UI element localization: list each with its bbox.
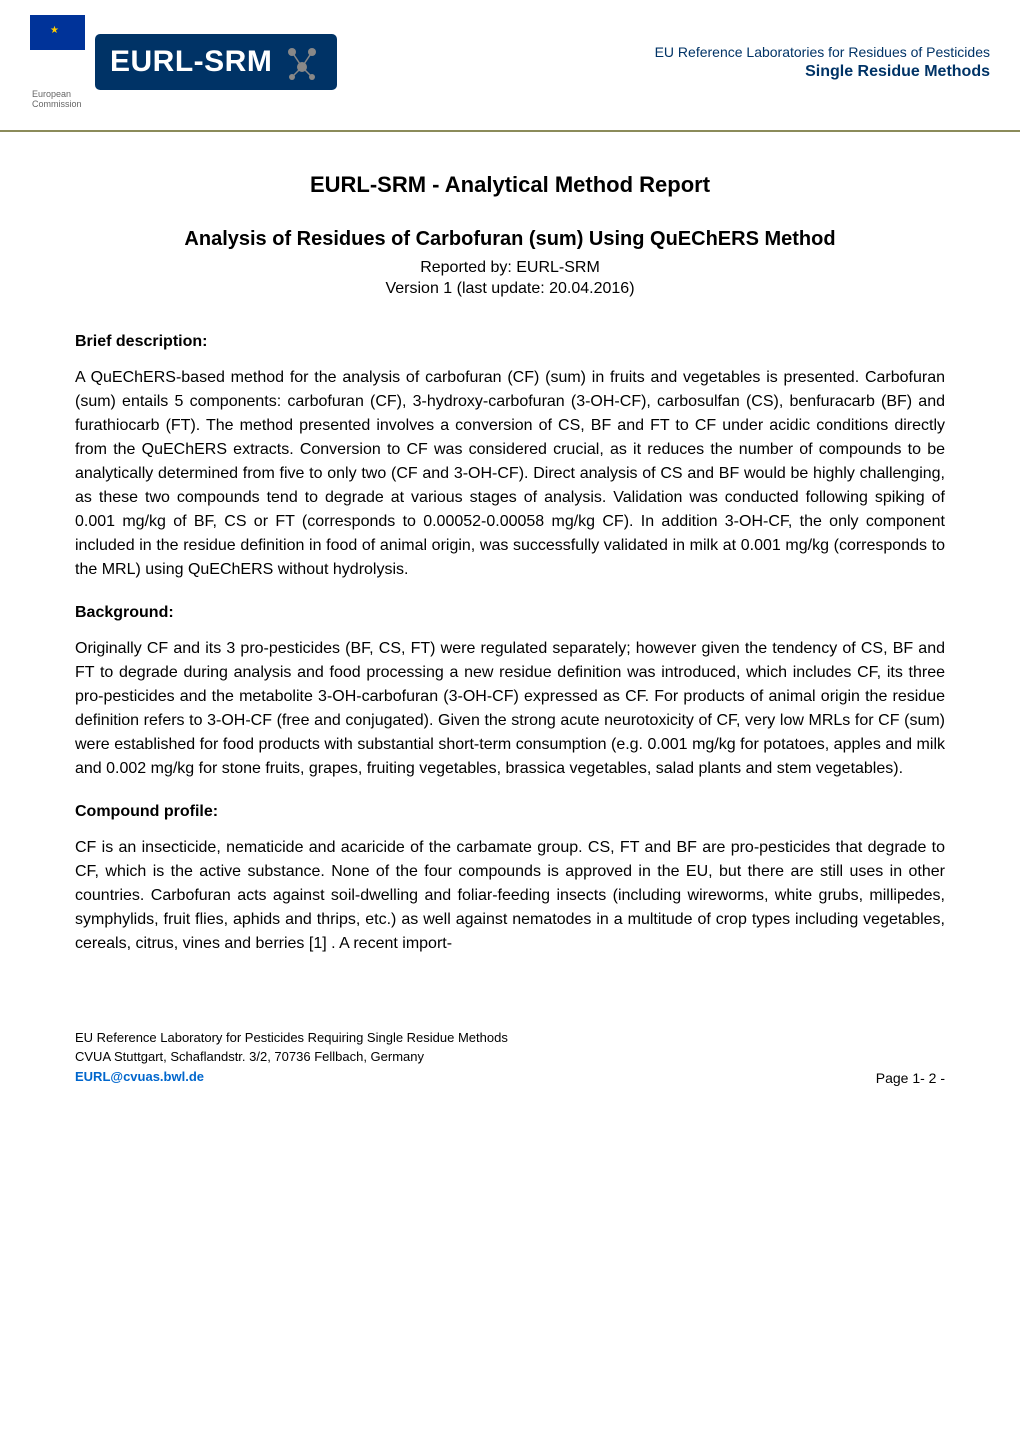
background-heading: Background: bbox=[75, 604, 945, 622]
footer-left: EU Reference Laboratory for Pesticides R… bbox=[75, 1028, 508, 1087]
logo-box: EURL-SRM bbox=[95, 34, 337, 90]
brief-description-body: A QuEChERS-based method for the analysis… bbox=[75, 366, 945, 582]
compound-profile-heading: Compound profile: bbox=[75, 803, 945, 821]
logo-text: EURL-SRM bbox=[110, 45, 272, 79]
footer-line1: EU Reference Laboratory for Pesticides R… bbox=[75, 1028, 508, 1048]
molecule-icon bbox=[282, 42, 322, 82]
header-subtitle-line2: Single Residue Methods bbox=[655, 63, 990, 81]
header-right: EU Reference Laboratories for Residues o… bbox=[655, 44, 990, 81]
main-title: EURL-SRM - Analytical Method Report bbox=[75, 172, 945, 198]
version-info: Version 1 (last update: 20.04.2016) bbox=[75, 280, 945, 298]
header-bar: EuropeanCommission EURL-SRM EU Referen bbox=[0, 0, 1020, 132]
page-footer: EU Reference Laboratory for Pesticides R… bbox=[0, 1008, 1020, 1127]
eu-flag-block: EuropeanCommission bbox=[30, 15, 85, 110]
background-body: Originally CF and its 3 pro-pesticides (… bbox=[75, 637, 945, 781]
footer-line2: CVUA Stuttgart, Schaflandstr. 3/2, 70736… bbox=[75, 1047, 508, 1067]
page-number: Page 1- 2 - bbox=[876, 1070, 945, 1086]
brief-description-heading: Brief description: bbox=[75, 333, 945, 351]
document-content: EURL-SRM - Analytical Method Report Anal… bbox=[0, 132, 1020, 1008]
document-subtitle: Analysis of Residues of Carbofuran (sum)… bbox=[75, 228, 945, 251]
compound-profile-body: CF is an insecticide, nematicide and aca… bbox=[75, 836, 945, 956]
footer-email: EURL@cvuas.bwl.de bbox=[75, 1067, 508, 1087]
eu-commission-text: EuropeanCommission bbox=[32, 90, 85, 110]
eu-flag-icon bbox=[30, 15, 85, 85]
reported-by: Reported by: EURL-SRM bbox=[75, 259, 945, 277]
header-left: EuropeanCommission EURL-SRM bbox=[30, 15, 337, 110]
header-subtitle-line1: EU Reference Laboratories for Residues o… bbox=[655, 44, 990, 60]
